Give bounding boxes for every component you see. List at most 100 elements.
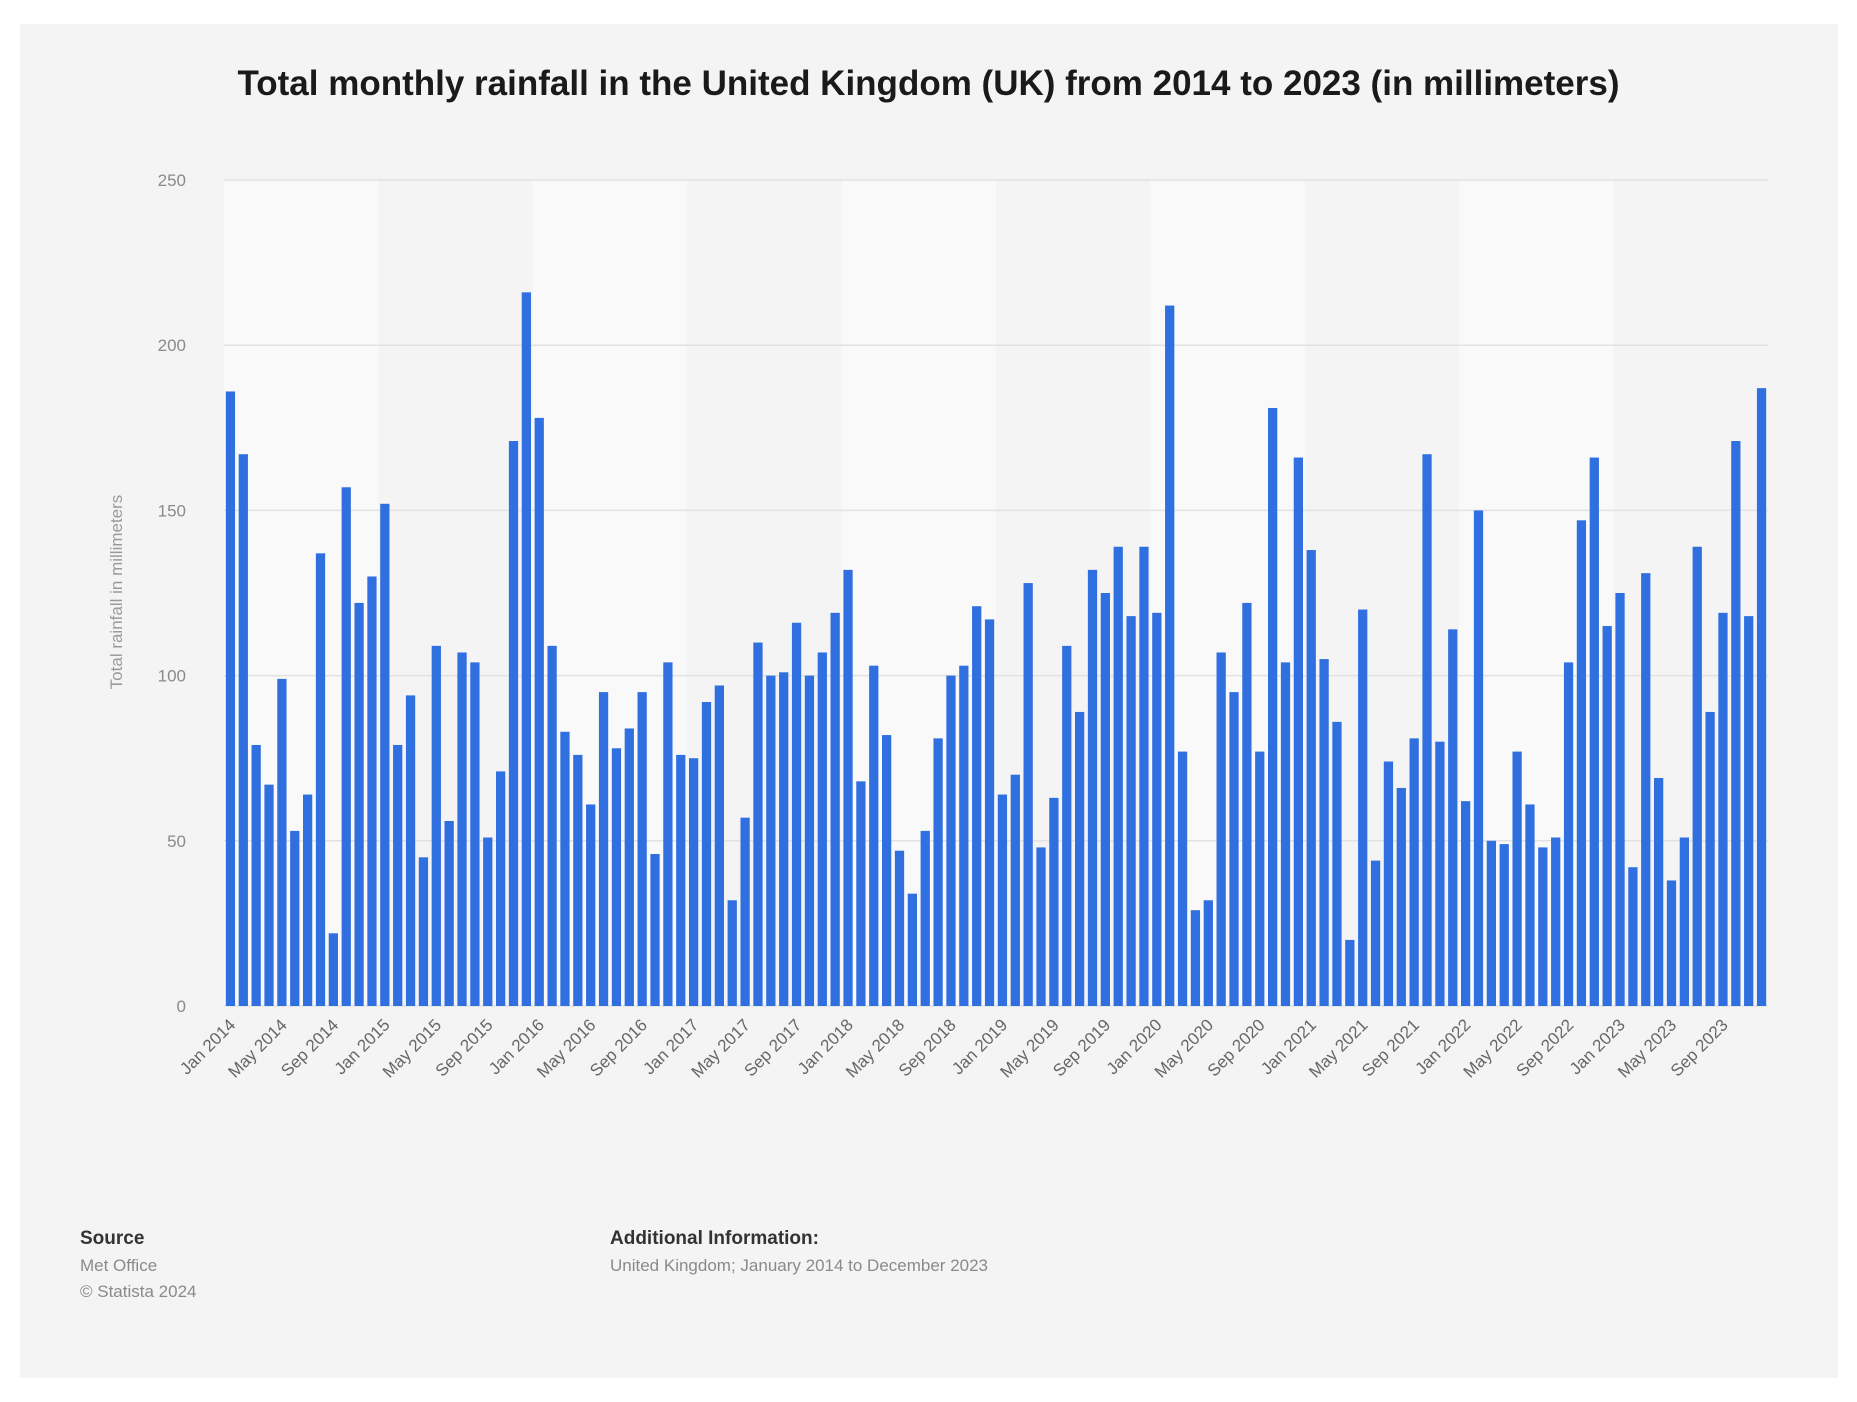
bar[interactable]: Jul 2018: 53 — [920, 830, 930, 1006]
bar[interactable]: Jan 2016: 178 — [534, 417, 544, 1006]
bar[interactable]: Oct 2022: 147 — [1576, 520, 1587, 1006]
bar[interactable]: Nov 2020: 104 — [1280, 662, 1291, 1006]
bar[interactable]: Jan 2018: 132 — [843, 569, 853, 1006]
bar[interactable]: May 2018: 47 — [894, 850, 905, 1006]
bar[interactable]: May 2020: 32 — [1203, 900, 1213, 1006]
bar[interactable]: Dec 2014: 130 — [367, 576, 377, 1006]
bar[interactable]: May 2021: 120 — [1358, 609, 1368, 1006]
bar[interactable]: Sep 2019: 125 — [1100, 593, 1110, 1006]
bar[interactable]: Oct 2019: 139 — [1113, 546, 1123, 1006]
bar[interactable]: Apr 2016: 76 — [573, 754, 583, 1006]
bar[interactable]: Feb 2022: 150 — [1473, 510, 1484, 1006]
bar[interactable]: Oct 2017: 100 — [804, 675, 815, 1006]
bar[interactable]: Dec 2021: 114 — [1448, 629, 1458, 1006]
bar[interactable]: Feb 2017: 92 — [701, 702, 712, 1006]
bar[interactable]: May 2017: 57 — [740, 817, 750, 1006]
bar[interactable]: Jan 2015: 152 — [380, 503, 390, 1006]
bar[interactable]: Aug 2017: 101 — [779, 672, 789, 1006]
bar[interactable]: Mar 2018: 103 — [869, 665, 879, 1006]
bar[interactable]: Feb 2015: 79 — [393, 744, 403, 1006]
bar[interactable]: Jun 2017: 110 — [753, 642, 763, 1006]
bar[interactable]: Mar 2015: 94 — [405, 695, 416, 1006]
bar[interactable]: Jul 2015: 107 — [457, 652, 467, 1006]
bar[interactable]: Jul 2016: 78 — [611, 748, 622, 1006]
bar[interactable]: Jun 2020: 107 — [1216, 652, 1226, 1006]
bar[interactable]: Dec 2020: 166 — [1293, 457, 1303, 1006]
bar[interactable]: Jun 2014: 53 — [290, 830, 300, 1006]
bar[interactable]: Apr 2014: 67 — [264, 784, 274, 1006]
bar[interactable]: Jan 2014: 186 — [225, 391, 236, 1007]
bar[interactable]: Jan 2019: 64 — [997, 794, 1008, 1006]
bar[interactable]: Jun 2015: 56 — [444, 820, 454, 1006]
bar[interactable]: Apr 2015: 45 — [418, 857, 429, 1006]
bar[interactable]: Nov 2016: 104 — [663, 662, 673, 1006]
bar[interactable]: Jan 2023: 125 — [1615, 593, 1625, 1006]
bar[interactable]: Apr 2023: 69 — [1654, 778, 1664, 1006]
bar[interactable]: Jan 2021: 138 — [1306, 550, 1316, 1006]
bar[interactable]: Oct 2016: 46 — [650, 854, 660, 1006]
bar[interactable]: Nov 2018: 121 — [972, 606, 982, 1006]
bar[interactable]: Mar 2019: 128 — [1023, 583, 1033, 1006]
bar[interactable]: Jul 2023: 139 — [1692, 546, 1702, 1006]
bar[interactable]: Feb 2016: 109 — [547, 645, 557, 1006]
bar[interactable]: Mar 2023: 131 — [1641, 573, 1651, 1006]
bar[interactable]: Feb 2018: 68 — [856, 781, 866, 1006]
bar[interactable]: Feb 2020: 212 — [1165, 305, 1175, 1006]
bar[interactable]: Oct 2014: 157 — [341, 487, 351, 1006]
bar[interactable]: Sep 2021: 81 — [1409, 738, 1419, 1006]
bar[interactable]: Mar 2020: 77 — [1177, 751, 1188, 1006]
bar[interactable]: Apr 2017: 32 — [727, 900, 737, 1006]
bar[interactable]: Apr 2022: 49 — [1499, 844, 1509, 1006]
bar[interactable]: May 2019: 63 — [1049, 797, 1059, 1006]
bar[interactable]: Sep 2023: 119 — [1718, 612, 1728, 1006]
bar[interactable]: Nov 2019: 118 — [1126, 616, 1136, 1006]
bar[interactable]: Jun 2016: 95 — [598, 692, 609, 1006]
bar[interactable]: Aug 2022: 51 — [1551, 837, 1561, 1007]
bar[interactable]: Aug 2019: 132 — [1087, 569, 1098, 1006]
bar[interactable]: Jul 2014: 64 — [303, 794, 313, 1006]
bar[interactable]: Jun 2018: 34 — [907, 893, 917, 1006]
bar[interactable]: Jan 2017: 75 — [689, 758, 699, 1006]
bar[interactable]: Jun 2023: 51 — [1679, 837, 1689, 1007]
bar[interactable]: May 2023: 38 — [1666, 880, 1677, 1006]
bar[interactable]: Jun 2021: 44 — [1370, 860, 1381, 1006]
bar[interactable]: May 2016: 61 — [586, 804, 596, 1006]
bar[interactable]: Dec 2019: 139 — [1139, 546, 1149, 1006]
bar[interactable]: Aug 2021: 66 — [1396, 787, 1406, 1006]
bar[interactable]: Dec 2015: 216 — [521, 292, 531, 1007]
bar[interactable]: Sep 2020: 77 — [1255, 751, 1265, 1006]
bar[interactable]: Nov 2022: 166 — [1589, 457, 1599, 1006]
bar[interactable]: Nov 2014: 122 — [354, 602, 364, 1006]
bar[interactable]: Mar 2017: 97 — [714, 685, 724, 1006]
bar[interactable]: Dec 2018: 117 — [984, 619, 995, 1006]
bar[interactable]: Mar 2021: 86 — [1332, 721, 1342, 1006]
bar[interactable]: Feb 2021: 105 — [1319, 659, 1329, 1006]
bar[interactable]: Aug 2020: 122 — [1242, 602, 1252, 1006]
bar[interactable]: Jan 2020: 119 — [1152, 612, 1162, 1006]
bar[interactable]: Feb 2019: 70 — [1010, 774, 1020, 1006]
bar[interactable]: Dec 2022: 115 — [1602, 626, 1612, 1006]
bar[interactable]: Aug 2016: 84 — [624, 728, 634, 1006]
bar[interactable]: Mar 2014: 79 — [251, 744, 261, 1006]
bar[interactable]: Sep 2015: 51 — [483, 837, 493, 1007]
bar[interactable]: Dec 2016: 76 — [676, 754, 686, 1006]
bar[interactable]: Sep 2022: 104 — [1563, 662, 1574, 1006]
bar[interactable]: Apr 2018: 82 — [882, 735, 892, 1006]
bar[interactable]: Jul 2021: 74 — [1383, 761, 1394, 1007]
bar[interactable]: Nov 2015: 171 — [508, 441, 519, 1006]
bar[interactable]: Apr 2019: 48 — [1036, 847, 1046, 1006]
bar[interactable]: Jun 2019: 109 — [1062, 645, 1072, 1006]
bar[interactable]: Sep 2017: 116 — [791, 622, 802, 1006]
bar[interactable]: Jan 2022: 62 — [1461, 801, 1471, 1006]
bar[interactable]: Jun 2022: 61 — [1525, 804, 1535, 1006]
bar[interactable]: Jul 2022: 48 — [1538, 847, 1548, 1006]
bar[interactable]: Mar 2022: 50 — [1486, 840, 1496, 1006]
bar[interactable]: Oct 2018: 103 — [959, 665, 969, 1006]
bar[interactable]: Sep 2014: 22 — [328, 933, 338, 1006]
bar[interactable]: Oct 2023: 171 — [1731, 441, 1741, 1006]
bar[interactable]: Aug 2018: 81 — [933, 738, 943, 1006]
bar[interactable]: Oct 2015: 71 — [496, 771, 506, 1006]
bar[interactable]: Mar 2016: 83 — [560, 731, 570, 1006]
bar[interactable]: Sep 2018: 100 — [946, 675, 956, 1006]
bar[interactable]: Apr 2020: 29 — [1190, 910, 1201, 1006]
